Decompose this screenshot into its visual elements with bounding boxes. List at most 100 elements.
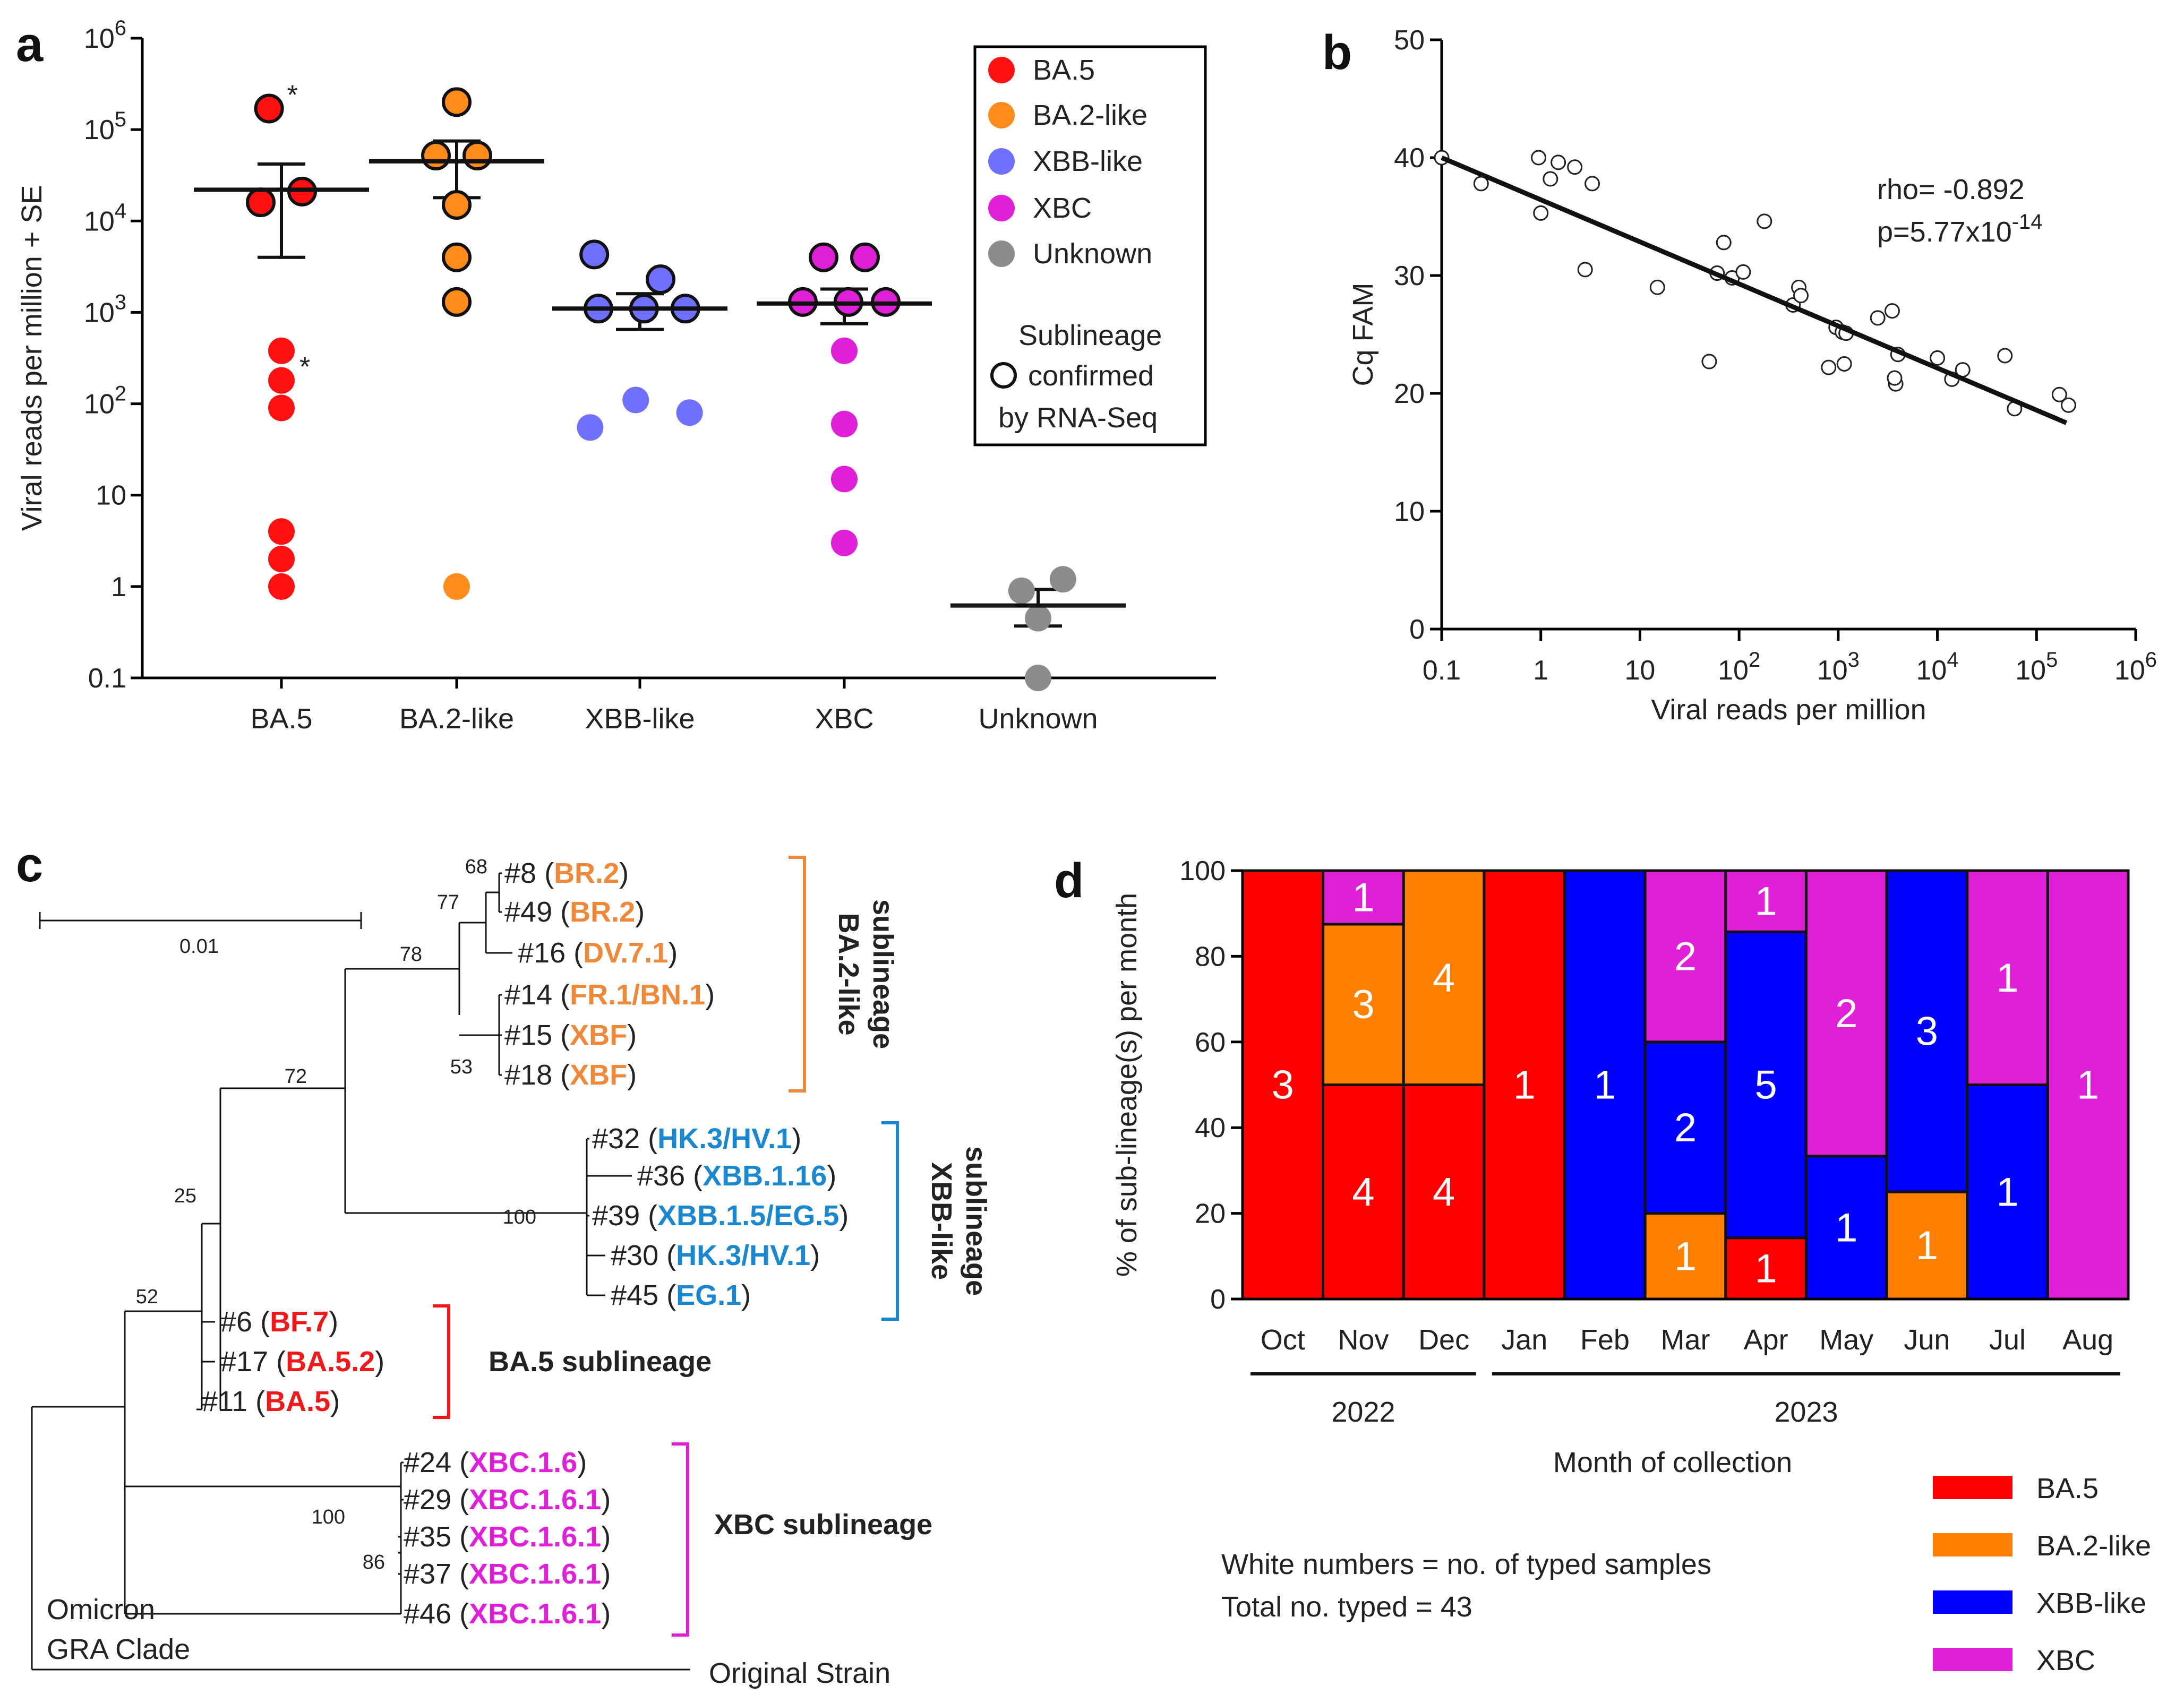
b-data-point [1649,279,1665,295]
tree-leaf-label: #24 (XBC.1.6) [404,1447,587,1478]
a-data-point [1025,665,1051,691]
d-y-tick-label: 0 [1210,1284,1226,1315]
b-data-point [1884,303,1900,319]
a-data-point [246,187,276,218]
a-y-tick-label: 105 [84,108,126,145]
d-x-tick-label: Apr [1744,1324,1788,1356]
panel-b: b 0.1 1 10 102 103 104 105 106 0 10 20 30 40 50 Viral … [1322,25,2157,726]
bar-segment [1643,1212,1727,1301]
tree-leaf-label: #15 (XBF) [504,1019,637,1051]
bar-count-label: 2 [1674,1105,1697,1150]
d-legend-label: BA.5 [2036,1473,2099,1504]
bar-count-label: 4 [1352,1169,1374,1215]
a-data-point [442,242,472,272]
b-data-point [1577,262,1593,278]
bar-count-label: 2 [1674,934,1697,979]
b-x-tick-label: 103 [1817,648,1860,686]
tree-leaf-label: #36 (XBB.1.16) [637,1160,836,1192]
a-data-point [850,242,880,272]
bracket-ba2 [789,856,806,1093]
d-legend-swatch [1933,1648,2012,1671]
d-legend-label: XBB-like [2036,1587,2146,1619]
d-x-axis-label: Month of collection [1553,1447,1792,1478]
a-data-point [268,518,295,545]
panel-d-chart: 3 Oct 4 3 1 Nov 4 4 Dec 1 Jan 1 Feb 1 2 2 Mar 1 5 1 Apr 1 2 May… [1111,856,2151,1676]
tree-bootstrap-value: 53 [450,1056,473,1078]
a-data-point [268,394,295,422]
tree-bootstrap-value: 86 [363,1551,385,1573]
b-x-tick-label: 0.1 [1423,655,1461,686]
legend-label: Unknown [1033,238,1152,270]
bar-count-label: 4 [1433,1169,1455,1215]
d-note-line2: Total no. typed = 43 [1221,1591,1472,1623]
tree-scale-label: 0.01 [179,935,219,958]
bar-count-label: 1 [1996,1169,2018,1215]
tree-leaf-label: #17 (BA.5.2) [220,1346,384,1378]
panel-label-b: b [1322,25,1352,80]
b-data-point [1585,176,1600,192]
a-y-tick-label: 0.1 [88,663,126,694]
b-data-point [1531,150,1547,166]
b-data-point [1716,235,1732,251]
tree-leaf-label: #11 (BA.5) [202,1386,340,1417]
tree-leaf-label: #30 (HK.3/HV.1) [611,1240,820,1271]
bar-segment [1724,930,1808,1240]
clade-label-ba2: sublineage [867,899,899,1049]
bracket-xbb [881,1121,899,1321]
tree-bootstrap-value: 52 [136,1286,158,1308]
bar-count-label: 5 [1754,1063,1777,1108]
b-data-point [1735,264,1751,280]
panel-c: c 0.01 #8 (BR.2) #49 (BR.2) #16 (DV.7.1) #14… [16,838,992,1689]
a-data-point [268,573,295,600]
legend-marker-BA.5 [988,57,1015,83]
tree-bootstrap-value: 78 [400,943,422,966]
a-y-tick-label: 103 [84,290,126,328]
d-note-line1: White numbers = no. of typed samples [1221,1549,1711,1580]
bar-segment [1724,1236,1808,1301]
d-legend-swatch [1933,1590,2012,1614]
bar-segment [1643,869,1727,1044]
clade-label-xbc: XBC sublineage [714,1509,932,1541]
legend-marker-XBB-like [988,148,1015,175]
b-data-point [1793,288,1809,304]
tree-bootstrap-value: 100 [503,1206,536,1228]
clade-label-xbb: XBB-like [926,1162,957,1280]
b-regression-line [1441,155,2068,425]
a-data-point [443,573,470,600]
b-data-point [1836,356,1852,372]
b-x-axis-label: Viral reads per million [1651,694,1926,726]
b-data-point [2060,397,2076,413]
a-data-point [831,529,858,556]
d-x-tick-label: Dec [1418,1324,1469,1356]
a-data-point [577,414,604,441]
bar-count-label: 1 [1594,1063,1616,1108]
panel-label-d: d [1054,854,1084,908]
panel-a-axes: 0.1 1 10 102 103 104 105 106 Viral reads per mil… [16,16,1216,735]
bar-count-label: 3 [1272,1063,1294,1108]
a-data-point [421,141,451,171]
a-data-point [579,239,610,270]
a-data-point [254,93,284,124]
d-year-label: 2023 [1774,1396,1838,1428]
a-data-point [622,386,649,414]
a-star-marker: * [287,80,298,110]
a-data-point [1025,605,1051,632]
tree-leaf-label: #14 (FR.1/BN.1) [504,979,715,1011]
legend-marker-BA.2-like [988,102,1015,128]
d-y-tick-label: 60 [1195,1027,1226,1058]
a-data-point [676,399,703,426]
bar-count-label: 3 [1916,1009,1938,1054]
d-y-tick-label: 20 [1195,1199,1226,1229]
d-y-tick-label: 80 [1195,941,1226,972]
legend-marker-XBC [988,195,1015,221]
bracket-ba5 [433,1304,450,1419]
panel-a-legend: BA.5 BA.2-like XBB-like XBC Unknown Sublineag… [973,45,1207,446]
b-data-point [1567,159,1583,175]
legend-note-line1: Sublineage [1018,320,1162,351]
a-data-point [809,242,838,272]
bar-count-label: 1 [1352,875,1374,920]
b-data-point [2051,386,2067,402]
a-data-point [268,337,295,364]
a-data-point [463,141,492,171]
